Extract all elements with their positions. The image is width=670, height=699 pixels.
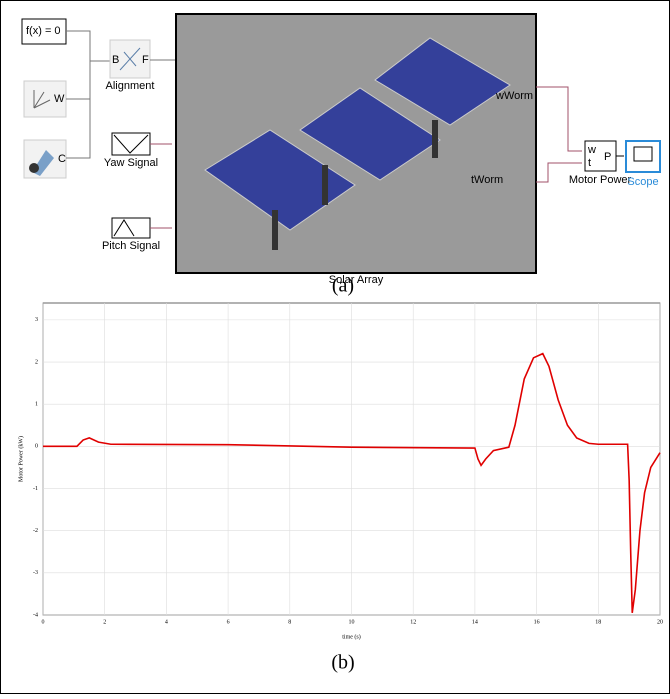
pitch-label: Pitch Signal xyxy=(102,240,160,252)
yaw-label: Yaw Signal xyxy=(104,157,158,169)
gear-icon xyxy=(29,163,39,173)
alignment-icon xyxy=(119,47,141,71)
y-tick-label: 2 xyxy=(35,359,38,365)
y-tick-label: 1 xyxy=(35,402,38,408)
constant-label: f(x) = 0 xyxy=(26,25,61,37)
x-tick-label: 2 xyxy=(103,619,106,625)
x-tick-label: 4 xyxy=(165,619,168,625)
x-tick-label: 8 xyxy=(288,619,291,625)
y-tick-label: -1 xyxy=(33,486,38,492)
port-p: P xyxy=(604,151,611,163)
y-tick-label: -4 xyxy=(33,612,38,618)
x-tick-label: 12 xyxy=(410,619,416,625)
x-tick-label: 10 xyxy=(349,619,355,625)
caption-b: (b) xyxy=(331,652,354,674)
scope-label: Scope xyxy=(627,176,658,188)
port-w: w xyxy=(587,144,596,156)
port-b: B xyxy=(112,54,119,66)
t-worm: tWorm xyxy=(471,174,503,186)
alignment-label: Alignment xyxy=(106,80,155,92)
solar-array-label: Solar Array xyxy=(329,274,384,286)
simulink-diagram: f(x) = 0 W C B F Alignment W Yaw Signal … xyxy=(21,13,661,297)
frame-port: W xyxy=(54,93,65,105)
x-tick-label: 16 xyxy=(534,619,540,625)
y-axis-label: Motor Power (kW) xyxy=(17,436,24,482)
y-tick-label: -2 xyxy=(33,528,38,534)
scope-icon xyxy=(633,146,653,162)
frame-icon xyxy=(33,90,51,109)
y-tick-label: 3 xyxy=(35,317,38,323)
y-tick-label: -3 xyxy=(33,570,38,576)
port-t: t xyxy=(588,157,591,169)
x-tick-label: 20 xyxy=(657,619,663,625)
caption-a: (a) xyxy=(332,275,354,297)
pitch-icon xyxy=(113,219,135,237)
x-tick-label: 18 xyxy=(595,619,601,625)
w-worm: wWorm xyxy=(495,90,533,102)
constant-block xyxy=(21,18,67,45)
y-tick-label: 0 xyxy=(35,444,38,450)
x-tick-label: 0 xyxy=(42,619,45,625)
data-line xyxy=(43,352,661,613)
solar-panels xyxy=(204,37,511,250)
connections xyxy=(536,86,582,183)
port-f: F xyxy=(142,54,149,66)
x-tick-label: 6 xyxy=(227,619,230,625)
motor-power-label-1: Motor Power xyxy=(569,174,632,186)
pitch-block xyxy=(111,217,151,239)
x-tick-label: 14 xyxy=(472,619,478,625)
x-axis-label: time (s) xyxy=(342,633,361,640)
solver-port: C xyxy=(58,153,66,165)
yaw-icon xyxy=(113,134,149,154)
connections xyxy=(66,30,110,159)
